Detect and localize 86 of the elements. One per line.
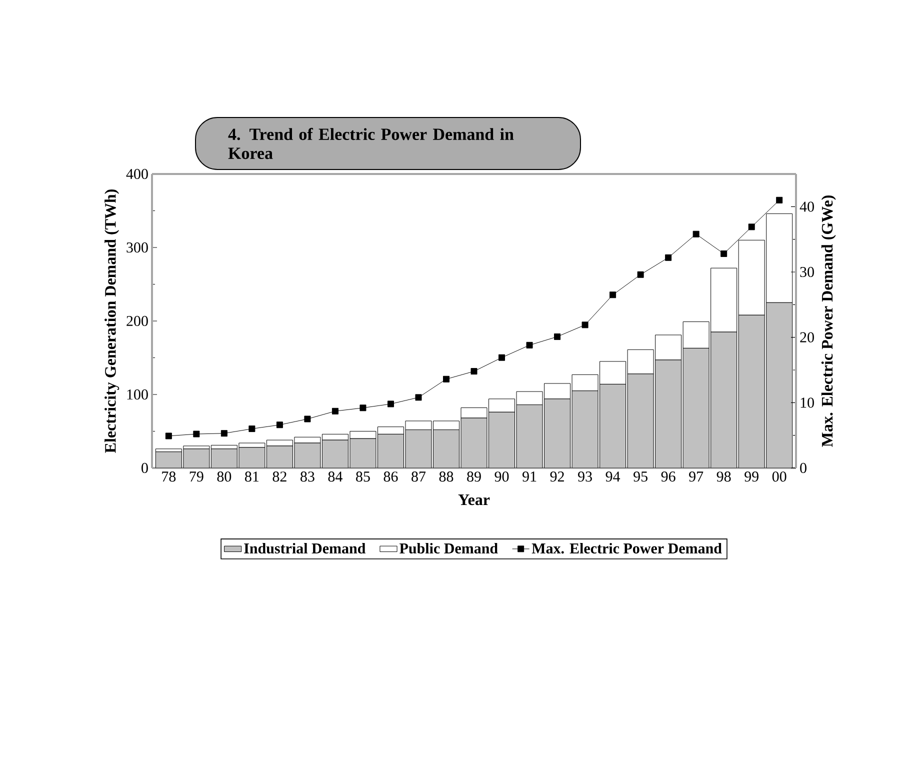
bar [683, 348, 710, 468]
x-tick-label: 92 [550, 472, 564, 482]
bar [433, 430, 460, 468]
point [304, 416, 311, 422]
point [470, 368, 478, 375]
point [498, 354, 506, 361]
x-tick-label: 85 [356, 472, 370, 482]
bar [710, 332, 737, 468]
point [276, 422, 283, 428]
point [637, 271, 644, 278]
bar [628, 374, 654, 468]
bar [266, 446, 293, 468]
y-axis-title: Electricity Generation Demand (TWh) [104, 190, 120, 453]
bar [655, 360, 682, 468]
x-tick-label: 00 [772, 472, 786, 482]
bar [516, 404, 543, 468]
y-tick-label: 100 [127, 389, 148, 400]
x-tick-label: 89 [467, 472, 481, 482]
x-tick-label: 94 [606, 472, 620, 482]
x-tick-label: 78 [162, 472, 176, 482]
point [248, 426, 256, 432]
point [360, 404, 366, 412]
bar [738, 315, 765, 468]
bar [238, 447, 265, 468]
x-tick-label: 95 [634, 472, 648, 482]
point [776, 196, 783, 204]
x-tick-label: 93 [578, 472, 592, 482]
bar [350, 438, 376, 468]
bar [461, 418, 488, 468]
point [582, 322, 588, 328]
bar [322, 440, 348, 468]
bar [183, 448, 210, 468]
bar [572, 390, 598, 468]
bar [156, 452, 182, 468]
x-tick-label: 90 [494, 472, 509, 482]
point [415, 394, 422, 401]
point [332, 408, 338, 414]
point [526, 342, 533, 348]
y-tick-label: 200 [126, 316, 148, 326]
bar [378, 434, 404, 468]
legend-label: Public Demand [400, 542, 498, 554]
point [720, 250, 728, 257]
bar [405, 430, 432, 468]
point [665, 254, 672, 261]
point [748, 224, 755, 230]
x-axis-title: Year [458, 494, 490, 506]
bar [600, 384, 626, 468]
x-tick-label: 99 [744, 472, 758, 482]
y2-tick-label: 30 [800, 266, 814, 278]
x-tick-label: 80 [217, 472, 232, 482]
bar [211, 448, 238, 468]
x-tick-label: 98 [716, 472, 731, 482]
chart-title: 4. Trend of Electric Power Demand in Korea [228, 128, 514, 160]
x-tick-label: 81 [245, 472, 259, 482]
x-tick-label: 82 [272, 472, 286, 482]
x-tick-label: 87 [412, 472, 426, 482]
x-tick-label: 83 [300, 472, 314, 482]
legend-label: Industrial Demand [244, 542, 366, 554]
x-tick-label: 84 [328, 472, 342, 482]
x-tick-label: 97 [689, 472, 704, 482]
y2-axis-title: Max. Electric Power Demand (GWe) [821, 195, 836, 447]
point [692, 230, 700, 238]
point [610, 292, 616, 298]
point [387, 400, 394, 408]
x-tick-label: 79 [190, 472, 204, 482]
x-tick-label: 96 [661, 472, 676, 482]
bar [488, 412, 515, 468]
x-tick-label: 91 [522, 472, 536, 482]
y2-tick-label: 40 [800, 202, 814, 212]
bar [544, 398, 570, 468]
point [442, 376, 450, 382]
y-tick-label: 300 [126, 242, 148, 253]
bar [294, 443, 320, 468]
point [554, 333, 561, 340]
point [220, 430, 228, 437]
y-tick-label: 400 [126, 168, 148, 180]
bar [766, 302, 793, 468]
x-tick-label: 86 [384, 472, 398, 482]
point [193, 430, 200, 438]
legend-label: Max. Electric Power Demand [532, 542, 722, 554]
x-tick-label: 88 [439, 472, 454, 482]
y-tick-label: 0 [142, 462, 148, 474]
y2-tick-label: 10 [800, 398, 814, 408]
y2-tick-label: 20 [800, 332, 814, 342]
point [165, 432, 172, 440]
y2-tick-label: 0 [800, 462, 806, 474]
